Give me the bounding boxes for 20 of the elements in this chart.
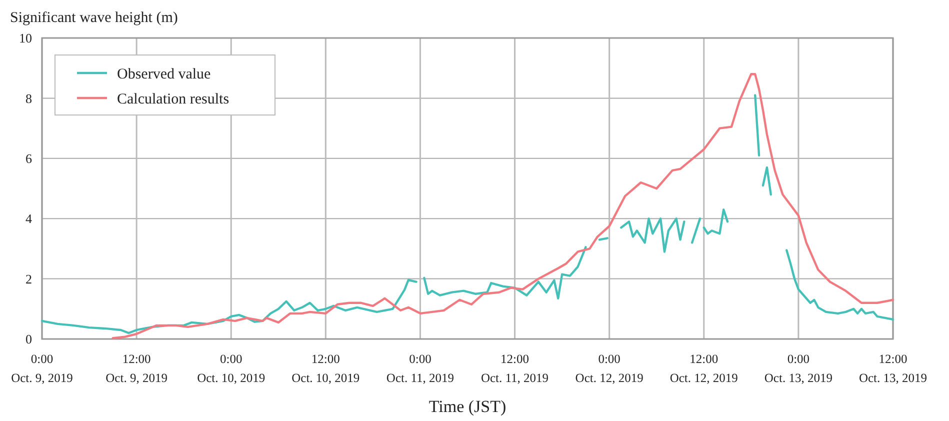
y-tick-label: 10 [19,30,32,46]
y-tick-label: 2 [26,271,32,286]
x-tick-label: 0:00 Oct. 10, 2019 [197,352,266,385]
legend-label: Observed value [117,66,212,82]
x-tick-label: 12:00 Oct. 13, 2019 [858,352,928,385]
x-tick-label: 0:00 Oct. 11, 2019 [386,352,454,385]
x-tick-label: 0:00 Oct. 13, 2019 [764,352,832,385]
x-tick-label: 0:00 Oct. 12, 2019 [575,352,644,385]
x-tick-label: 12:00 Oct. 12, 2019 [670,352,738,385]
x-axis-title: Time (JST) [428,397,506,416]
y-tick-label: 8 [26,90,32,106]
y-tick-label: 0 [26,332,32,347]
x-tick-label: 12:00 Oct. 10, 2019 [292,352,360,385]
x-tick-label: 12:00 Oct. 11, 2019 [480,352,549,385]
x-tick-label: 0:00 Oct. 9, 2019 [11,352,73,385]
x-tick-label: 12:00 Oct. 9, 2019 [106,352,168,385]
y-axis-title: Significant wave height (m) [10,10,178,26]
y-tick-label: 4 [26,211,32,226]
legend-label: Calculation results [117,91,230,108]
y-tick-label: 6 [26,150,32,166]
